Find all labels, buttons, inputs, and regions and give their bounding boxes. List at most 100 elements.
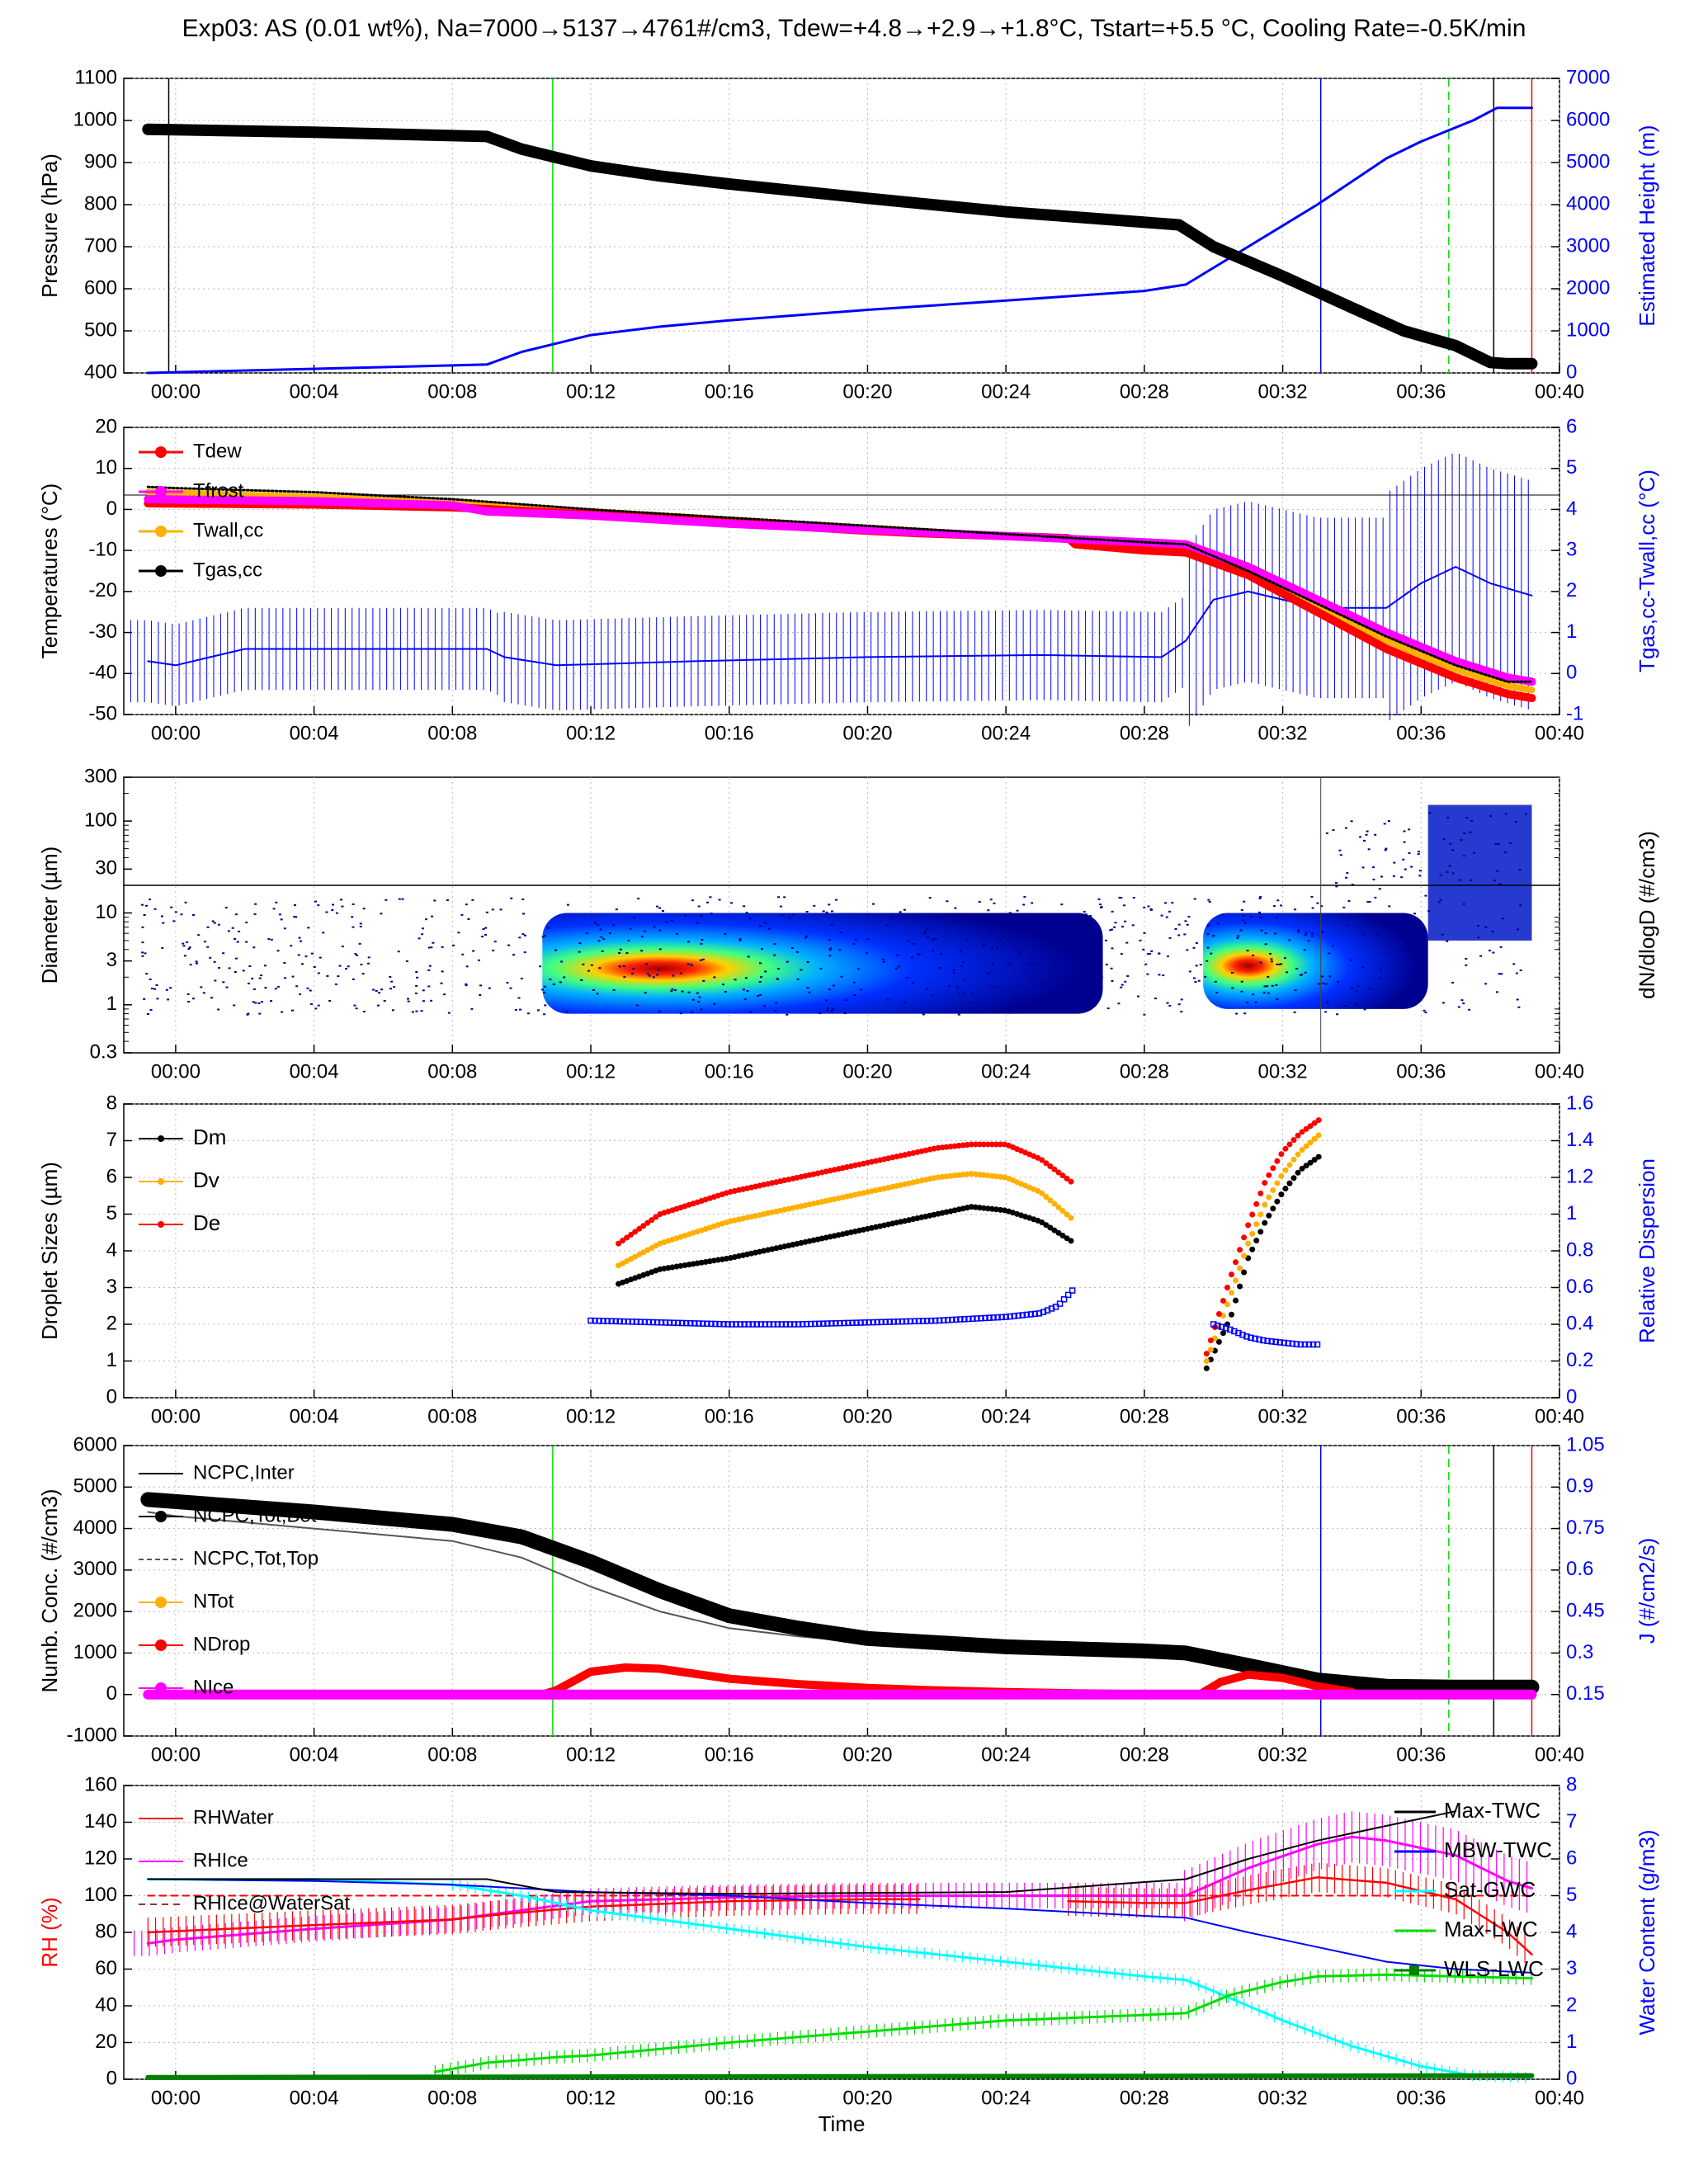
heatmap-speck <box>1016 909 1019 912</box>
heatmap-speck <box>332 903 335 906</box>
heatmap-speck <box>612 989 616 992</box>
heatmap-speck <box>1399 1002 1402 1005</box>
heatmap-speck <box>1304 934 1307 936</box>
heatmap-speck <box>1168 910 1171 913</box>
heatmap-speck <box>795 951 799 953</box>
dispersion-marker <box>998 1314 1005 1321</box>
y-tick-label: 0.6 <box>1566 1276 1593 1298</box>
dispersion-marker <box>799 1321 806 1328</box>
heatmap-speck <box>982 945 985 947</box>
heatmap-speck <box>393 986 396 988</box>
heatmap-speck <box>1449 842 1452 845</box>
heatmap-speck <box>484 933 488 936</box>
heatmap-speck <box>1335 885 1338 888</box>
heatmap-speck <box>1451 872 1455 875</box>
heatmap-speck <box>665 921 668 923</box>
heatmap-speck <box>957 1013 960 1016</box>
heatmap-speck <box>781 914 784 917</box>
heatmap-speck <box>252 988 256 990</box>
heatmap-speck <box>1017 916 1020 918</box>
dispersion-marker <box>795 1321 802 1328</box>
heatmap-speck <box>1525 813 1528 815</box>
heatmap-speck <box>637 898 640 900</box>
y-tick-label: 6000 <box>1566 108 1610 130</box>
x-tick-label: 00:40 <box>1535 722 1584 744</box>
heatmap-speck <box>1322 982 1325 984</box>
heatmap-speck <box>1206 960 1209 962</box>
y-tick-label: 60 <box>95 1957 117 1979</box>
heatmap-speck <box>1272 905 1276 908</box>
heatmap-speck <box>260 1001 263 1003</box>
dispersion-marker <box>957 1316 964 1323</box>
legend-label: NIce <box>193 1676 234 1698</box>
heatmap-speck <box>612 924 616 927</box>
dispersion-marker <box>1210 1321 1217 1328</box>
heatmap-speck <box>1477 936 1480 939</box>
heatmap-speck <box>186 993 190 995</box>
heatmap-speck <box>192 998 196 1000</box>
dispersion-marker <box>716 1320 723 1328</box>
heatmap-speck <box>1446 940 1449 942</box>
x-tick-label: 00:00 <box>151 722 201 744</box>
heatmap-speck <box>1249 916 1253 918</box>
legend-label: Max-TWC <box>1444 1798 1541 1823</box>
heatmap-speck <box>397 951 400 953</box>
heatmap-speck <box>587 969 591 972</box>
droplet-size-marker <box>624 1234 630 1241</box>
droplet-size-marker <box>1290 1137 1297 1144</box>
dispersion-marker <box>720 1321 727 1328</box>
dispersion-marker <box>1044 1307 1051 1314</box>
heatmap-speck <box>928 897 932 899</box>
heatmap-speck <box>1031 963 1034 965</box>
heatmap-speck <box>347 965 350 968</box>
heatmap-speck <box>730 902 734 904</box>
y-tick-label: 300 <box>84 765 117 787</box>
heatmap-speck <box>955 921 958 923</box>
droplet-size-marker <box>1274 1180 1281 1186</box>
heatmap-speck <box>141 903 144 906</box>
heatmap-speck <box>446 899 449 901</box>
heatmap-speck <box>206 946 210 948</box>
heatmap-speck <box>293 903 296 906</box>
heatmap-speck <box>227 930 230 932</box>
heatmap-speck <box>1150 950 1154 952</box>
heatmap-speck <box>189 964 192 966</box>
heatmap-speck <box>1060 903 1064 906</box>
heatmap-speck <box>828 949 832 951</box>
heatmap-speck <box>247 1012 250 1015</box>
droplet-size-marker <box>976 1141 983 1148</box>
heatmap-speck <box>599 928 602 931</box>
droplet-size-marker <box>993 1141 999 1148</box>
y-tick-label: 5000 <box>73 1475 117 1498</box>
heatmap-speck <box>1262 992 1266 994</box>
heatmap-speck <box>1092 985 1096 988</box>
heatmap-speck <box>1275 917 1278 919</box>
heatmap-speck <box>585 932 588 935</box>
heatmap-speck <box>263 965 267 967</box>
heatmap-speck <box>1297 929 1300 932</box>
y-tick-label: 20 <box>95 415 117 437</box>
y-tick-label: 5 <box>106 1202 117 1224</box>
heatmap-speck <box>1446 816 1450 818</box>
heatmap-speck <box>710 913 713 915</box>
dispersion-marker <box>741 1321 748 1328</box>
dispersion-marker <box>1048 1305 1055 1312</box>
y-tick-label: 0 <box>1566 2067 1577 2089</box>
x-tick-label: 00:36 <box>1396 380 1446 403</box>
heatmap-speck <box>1243 1012 1247 1015</box>
heatmap-speck <box>1270 960 1273 963</box>
heatmap-speck <box>165 988 168 991</box>
droplet-size-marker <box>1249 1246 1256 1252</box>
heatmap-speck <box>640 936 644 938</box>
heatmap-speck <box>1492 951 1495 954</box>
dispersion-marker <box>1219 1323 1225 1330</box>
heatmap-speck <box>1462 903 1465 905</box>
heatmap-speck <box>1428 812 1432 814</box>
heatmap-speck <box>819 1012 822 1014</box>
droplet-size-marker <box>1286 1141 1293 1148</box>
droplet-size-marker <box>1233 1259 1239 1266</box>
y-tick-label: 700 <box>84 234 117 257</box>
heatmap-speck <box>309 1003 313 1006</box>
heatmap-speck <box>432 941 435 944</box>
droplet-size-marker <box>1253 1221 1260 1228</box>
